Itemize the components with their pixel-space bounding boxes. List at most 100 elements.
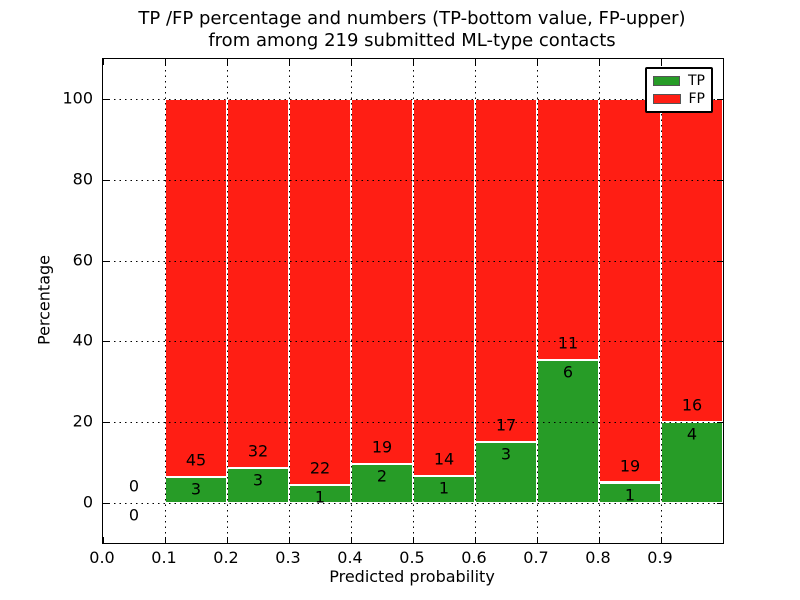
x-tickmark-bottom	[413, 537, 414, 543]
x-tickmark-bottom	[475, 537, 476, 543]
v-gridline	[227, 59, 228, 543]
x-tickmark-top	[475, 59, 476, 65]
fp-count-label: 32	[247, 441, 269, 461]
tp-count-label: 6	[562, 362, 574, 382]
v-gridline	[413, 59, 414, 543]
y-tickmark-right	[717, 180, 723, 181]
y-tickmark-left	[103, 180, 109, 181]
y-tick-label: 20	[72, 411, 93, 431]
v-gridline	[475, 59, 476, 543]
fp-count-label: 0	[128, 476, 140, 496]
y-tickmark-left	[103, 502, 109, 504]
v-gridline	[289, 59, 290, 543]
tp-count-label: 2	[376, 466, 388, 486]
tp-bar-segment	[661, 422, 723, 503]
y-tickmark-right	[717, 260, 723, 262]
fp-count-label: 22	[309, 458, 331, 478]
plot-area: 0 0 45 3 32 3 22 1 19 2 14 1 17 3 11 6 19 1 16 4	[102, 58, 724, 544]
fp-bar-segment	[599, 99, 661, 483]
x-tickmark-top	[599, 59, 600, 65]
fp-count-label: 45	[185, 450, 207, 470]
y-tickmark-right	[717, 422, 723, 423]
tp-count-label: 1	[624, 485, 636, 504]
x-tickmark-bottom	[351, 537, 352, 543]
tp-count-label: 3	[190, 479, 202, 499]
x-tickmark-top	[661, 59, 662, 65]
legend: TP FP	[645, 67, 713, 113]
y-tickmark-right	[717, 502, 723, 504]
fp-bar-segment	[475, 99, 537, 443]
fp-count-label: 19	[371, 437, 393, 457]
y-tick-label: 0	[82, 492, 93, 512]
y-tick-label: 80	[72, 169, 93, 189]
fp-count-label: 14	[433, 449, 455, 469]
v-gridline	[599, 59, 600, 543]
x-tick-label: 0.2	[213, 548, 239, 567]
x-tickmark-top	[351, 59, 352, 65]
fp-color-swatch	[653, 94, 681, 104]
x-tickmark-top	[165, 59, 166, 65]
x-tickmark-bottom	[165, 537, 166, 543]
tp-bar-segment	[165, 477, 227, 503]
x-tick-label: 0.8	[585, 548, 611, 567]
tp-bar-segment	[351, 464, 413, 503]
chart-title: TP /FP percentage and numbers (TP-bottom…	[138, 8, 685, 52]
fp-count-label: 11	[557, 333, 579, 353]
tp-count-label: 0	[128, 505, 140, 525]
v-gridline	[537, 59, 538, 543]
y-tick-label: 60	[72, 250, 93, 270]
fp-bar-segment	[165, 99, 227, 478]
x-tick-label: 0.5	[399, 548, 425, 567]
x-tickmark-top	[103, 59, 104, 65]
v-gridline	[661, 59, 662, 543]
y-tickmark-left	[103, 260, 109, 262]
x-tickmark-bottom	[661, 537, 662, 543]
x-tickmark-bottom	[103, 537, 104, 543]
legend-entry-fp: FP	[653, 92, 705, 106]
y-tickmark-left	[103, 422, 109, 423]
x-tickmark-bottom	[599, 537, 600, 543]
v-gridline	[165, 59, 166, 543]
y-axis-label: Percentage	[34, 254, 54, 346]
x-tickmark-top	[413, 59, 414, 65]
fp-bar-segment	[227, 99, 289, 469]
x-tickmark-top	[289, 59, 290, 65]
chart-title-line1: TP /FP percentage and numbers (TP-bottom…	[138, 8, 686, 29]
v-gridline	[351, 59, 352, 543]
x-tickmark-top	[227, 59, 228, 65]
fp-count-label: 19	[619, 456, 641, 475]
y-tickmark-right	[717, 341, 723, 343]
tp-bar-segment	[227, 468, 289, 503]
fp-bar-segment	[537, 99, 599, 361]
tp-count-label: 3	[500, 444, 512, 464]
tp-color-swatch	[653, 76, 680, 86]
fp-count-label: 17	[495, 415, 517, 435]
x-tick-label: 0.0	[89, 548, 115, 567]
fp-bar-segment	[351, 99, 413, 465]
x-tick-label: 0.7	[523, 548, 549, 567]
fp-bar-segment	[413, 99, 475, 476]
fp-count-label: 16	[681, 395, 703, 415]
x-axis-label: Predicted probability	[329, 567, 495, 586]
fp-bar-segment	[289, 99, 351, 486]
legend-label-tp: TP	[688, 73, 705, 89]
tp-count-label: 3	[252, 470, 264, 490]
y-tickmark-left	[103, 341, 109, 343]
x-tick-label: 0.3	[275, 548, 301, 567]
x-tick-label: 0.1	[151, 548, 177, 567]
y-tick-label: 40	[72, 330, 93, 350]
y-tickmark-right	[717, 99, 723, 101]
legend-label-fp: FP	[688, 91, 706, 107]
legend-entry-tp: TP	[653, 74, 705, 88]
x-tick-label: 0.9	[647, 548, 673, 567]
x-tickmark-top	[537, 59, 538, 65]
y-tickmark-left	[103, 99, 109, 101]
x-tickmark-bottom	[537, 537, 538, 543]
x-tick-label: 0.4	[337, 548, 363, 567]
x-tick-label: 0.6	[461, 548, 487, 567]
y-tick-label: 100	[62, 88, 93, 108]
tp-count-label: 4	[686, 424, 698, 444]
chart-title-line2: from among 219 submitted ML-type contact…	[208, 30, 616, 51]
tp-count-label: 1	[314, 487, 326, 507]
